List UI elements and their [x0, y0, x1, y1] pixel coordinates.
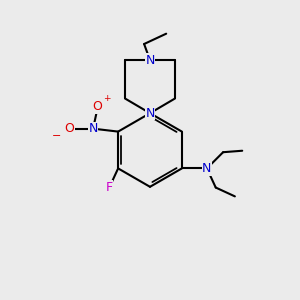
Text: +: +: [103, 94, 111, 103]
Text: −: −: [52, 131, 62, 141]
Text: N: N: [202, 162, 212, 175]
Text: N: N: [88, 122, 98, 135]
Text: O: O: [93, 100, 103, 113]
Text: N: N: [145, 54, 155, 67]
Text: F: F: [106, 181, 113, 194]
Text: N: N: [145, 107, 155, 120]
Text: O: O: [64, 122, 74, 135]
